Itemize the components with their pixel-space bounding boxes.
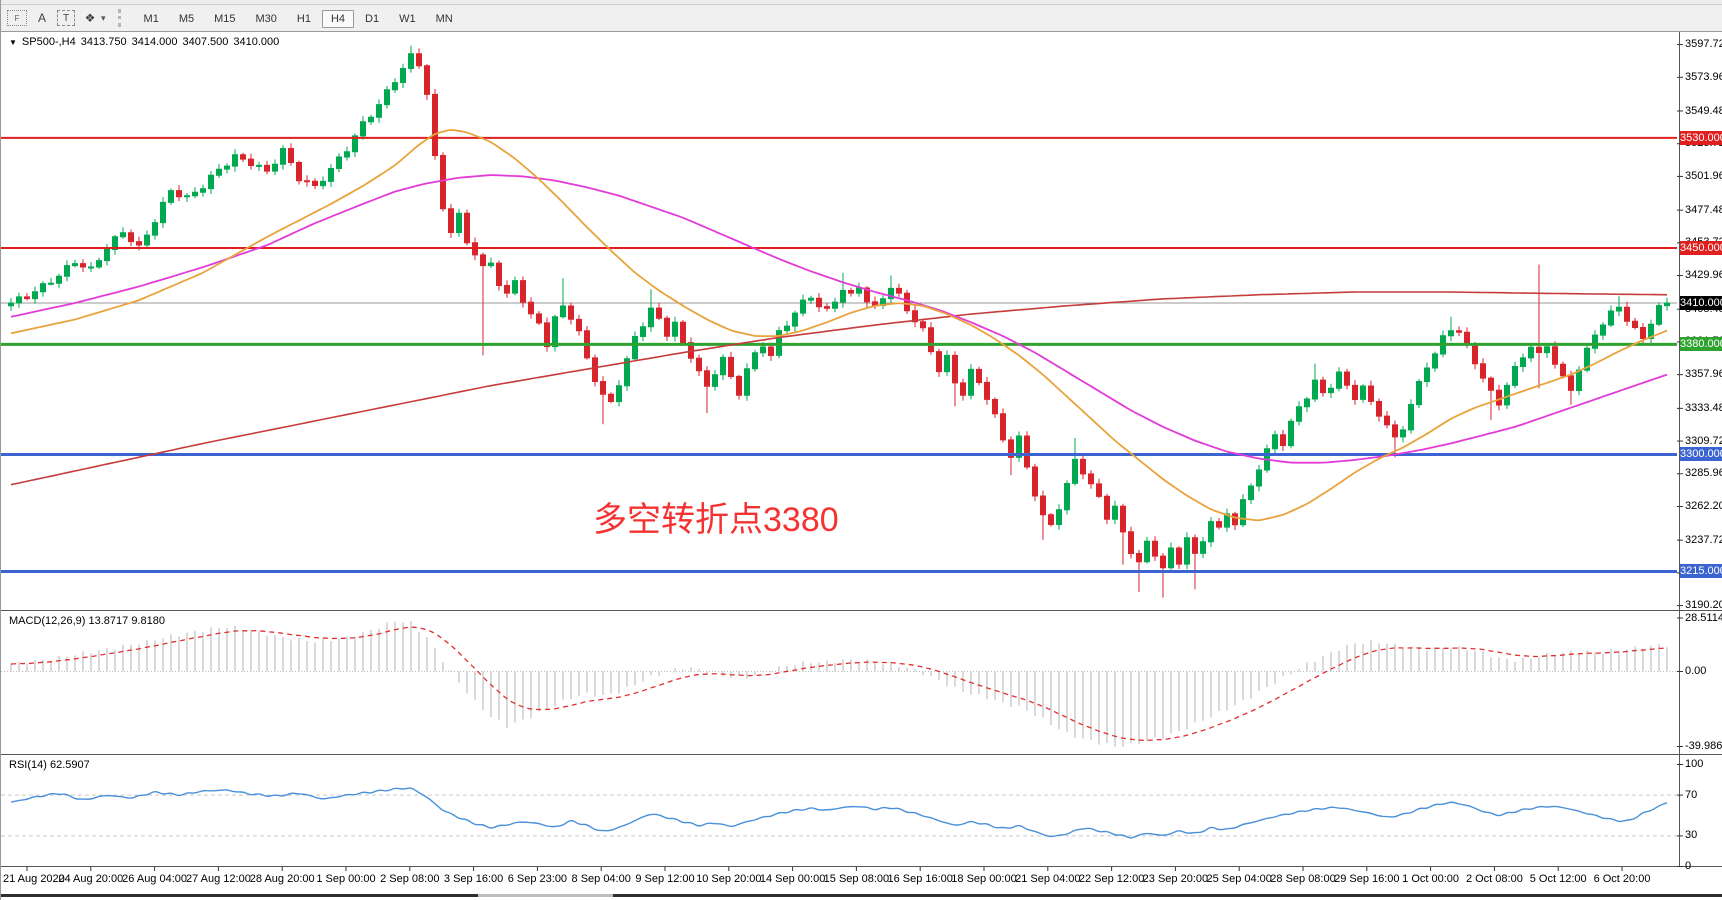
window-bottom-edge bbox=[1, 893, 1722, 900]
macd-axis-tick: 28.5114 bbox=[1685, 611, 1722, 624]
date-axis-label: 8 Sep 04:00 bbox=[571, 873, 631, 885]
price-tick-label: 3597.720 bbox=[1685, 38, 1722, 51]
indicators-grid-icon[interactable]: F bbox=[7, 10, 27, 26]
macd-indicator-label: MACD(12,26,9) 13.8717 9.8180 bbox=[9, 615, 165, 627]
current-price-label: 3410.000 bbox=[1680, 296, 1722, 310]
date-axis-label: 24 Aug 20:00 bbox=[58, 873, 124, 885]
date-axis-label: 27 Aug 12:00 bbox=[185, 873, 251, 885]
macd-axis-tick: -39.9869 bbox=[1685, 740, 1722, 752]
date-axis-label: 18 Sep 00:00 bbox=[951, 873, 1017, 885]
rsi-axis-tick: 70 bbox=[1685, 788, 1698, 801]
date-axis-label: 15 Sep 08:00 bbox=[823, 873, 890, 885]
collapse-triangle-icon[interactable]: ▼ bbox=[9, 37, 17, 47]
price-tick-label: 3549.480 bbox=[1685, 104, 1722, 117]
timeframe-button-group: M1 M5 M15 M30 H1 H4 D1 W1 MN bbox=[134, 9, 463, 28]
price-tick-label: 3309.720 bbox=[1685, 434, 1722, 447]
price-tick-label: 3285.960 bbox=[1685, 467, 1722, 480]
chart-area[interactable]: ▼ SP500-,H4 3413.750 3414.000 3407.500 3… bbox=[1, 32, 1722, 900]
time-axis-row[interactable] bbox=[1, 867, 1722, 893]
ohlc-high: 3414.000 bbox=[131, 36, 178, 48]
timeframe-button-m1[interactable]: M1 bbox=[143, 13, 159, 25]
timeframe-button-w1[interactable]: W1 bbox=[399, 13, 416, 25]
chart-ohlc-header: ▼ SP500-,H4 3413.750 3414.000 3407.500 3… bbox=[9, 36, 279, 48]
date-axis-label: 14 Sep 00:00 bbox=[759, 873, 826, 885]
bottom-bar-segment bbox=[613, 894, 1722, 897]
price-tick-label: 3190.200 bbox=[1685, 599, 1722, 612]
hline-price-label: 3530.000 bbox=[1680, 130, 1722, 145]
date-axis-label: 1 Sep 00:00 bbox=[316, 873, 376, 885]
date-axis-label: 28 Sep 08:00 bbox=[1270, 873, 1336, 885]
rsi-indicator-label: RSI(14) 62.5907 bbox=[9, 759, 90, 771]
ohlc-open: 3413.750 bbox=[80, 36, 127, 48]
date-axis-label: 23 Sep 20:00 bbox=[1142, 873, 1209, 885]
date-axis-label: 9 Sep 12:00 bbox=[635, 873, 695, 885]
price-tick-label: 3237.720 bbox=[1685, 533, 1722, 546]
text-box-icon[interactable]: T bbox=[57, 10, 75, 26]
date-axis-label: 2 Oct 08:00 bbox=[1465, 873, 1523, 885]
timeframe-button-h1[interactable]: H1 bbox=[296, 13, 311, 25]
date-axis-label: 25 Sep 04:00 bbox=[1206, 873, 1272, 885]
toolbar: F A T ❖ ▾ M1 M5 M15 M30 H1 H4 D1 W1 MN bbox=[1, 5, 1722, 32]
date-axis-label: 29 Sep 16:00 bbox=[1334, 873, 1400, 885]
rsi-axis-tick: 0 bbox=[1685, 860, 1692, 872]
date-axis-label: 22 Sep 12:00 bbox=[1078, 873, 1145, 885]
bottom-bar-segment bbox=[1, 894, 478, 897]
price-tick-label: 3357.960 bbox=[1685, 368, 1722, 381]
macd-axis-tick: 0.00 bbox=[1685, 665, 1707, 677]
ohlc-close: 3410.000 bbox=[233, 36, 280, 48]
hline-price-label: 3215.000 bbox=[1680, 564, 1722, 579]
price-tick-label: 3333.480 bbox=[1685, 401, 1722, 414]
ohlc-low: 3407.500 bbox=[182, 36, 229, 48]
timeframe-button-m30[interactable]: M30 bbox=[255, 13, 277, 25]
drawing-tools-icon[interactable]: ❖ bbox=[84, 11, 96, 25]
text-label-icon[interactable]: A bbox=[37, 11, 46, 25]
timeframe-button-mn[interactable]: MN bbox=[435, 13, 453, 25]
timeframe-button-h4[interactable]: H4 bbox=[321, 10, 355, 28]
hline-price-label: 3450.000 bbox=[1680, 240, 1722, 255]
rsi-axis-tick: 100 bbox=[1685, 758, 1704, 770]
price-tick-label: 3477.480 bbox=[1685, 203, 1722, 216]
date-axis-label: 6 Oct 20:00 bbox=[1593, 873, 1651, 885]
date-axis-label: 10 Sep 20:00 bbox=[696, 873, 762, 885]
main-chart-panel[interactable] bbox=[1, 32, 1722, 611]
date-axis-label: 26 Aug 04:00 bbox=[122, 873, 188, 885]
date-axis-label: 21 Sep 04:00 bbox=[1015, 873, 1081, 885]
toolbar-grip[interactable] bbox=[117, 9, 126, 27]
rsi-panel[interactable] bbox=[1, 755, 1722, 867]
price-tick-label: 3573.960 bbox=[1685, 70, 1722, 83]
symbol-period-label: SP500-,H4 bbox=[21, 36, 76, 48]
date-axis-label: 5 Oct 12:00 bbox=[1529, 873, 1587, 885]
hline-price-label: 3300.000 bbox=[1680, 447, 1722, 462]
price-tick-label: 3501.960 bbox=[1685, 169, 1722, 182]
rsi-axis-tick: 30 bbox=[1685, 829, 1698, 842]
date-axis-label: 3 Sep 16:00 bbox=[443, 873, 504, 885]
hline-price-label: 3380.000 bbox=[1680, 337, 1722, 352]
date-axis-label: 16 Sep 16:00 bbox=[887, 873, 953, 885]
price-tick-label: 3429.960 bbox=[1685, 269, 1722, 282]
chart-text-annotation: 多空转折点3380 bbox=[593, 501, 839, 539]
drawing-tools-caret-icon[interactable]: ▾ bbox=[101, 12, 106, 23]
date-axis-label: 6 Sep 23:00 bbox=[507, 873, 568, 885]
date-axis-label: 1 Oct 00:00 bbox=[1402, 873, 1460, 885]
timeframe-button-m15[interactable]: M15 bbox=[214, 13, 236, 25]
macd-panel[interactable] bbox=[1, 611, 1722, 755]
timeframe-button-d1[interactable]: D1 bbox=[365, 13, 380, 25]
bottom-bar-gap[interactable] bbox=[478, 894, 613, 897]
date-axis-label: 2 Sep 08:00 bbox=[380, 873, 440, 885]
date-axis-label: 28 Aug 20:00 bbox=[249, 873, 315, 885]
date-axis-label: 21 Aug 2020 bbox=[3, 873, 65, 885]
timeframe-button-m5[interactable]: M5 bbox=[178, 13, 195, 25]
price-tick-label: 3262.200 bbox=[1685, 499, 1722, 512]
window-top-edge bbox=[1, 0, 1722, 5]
